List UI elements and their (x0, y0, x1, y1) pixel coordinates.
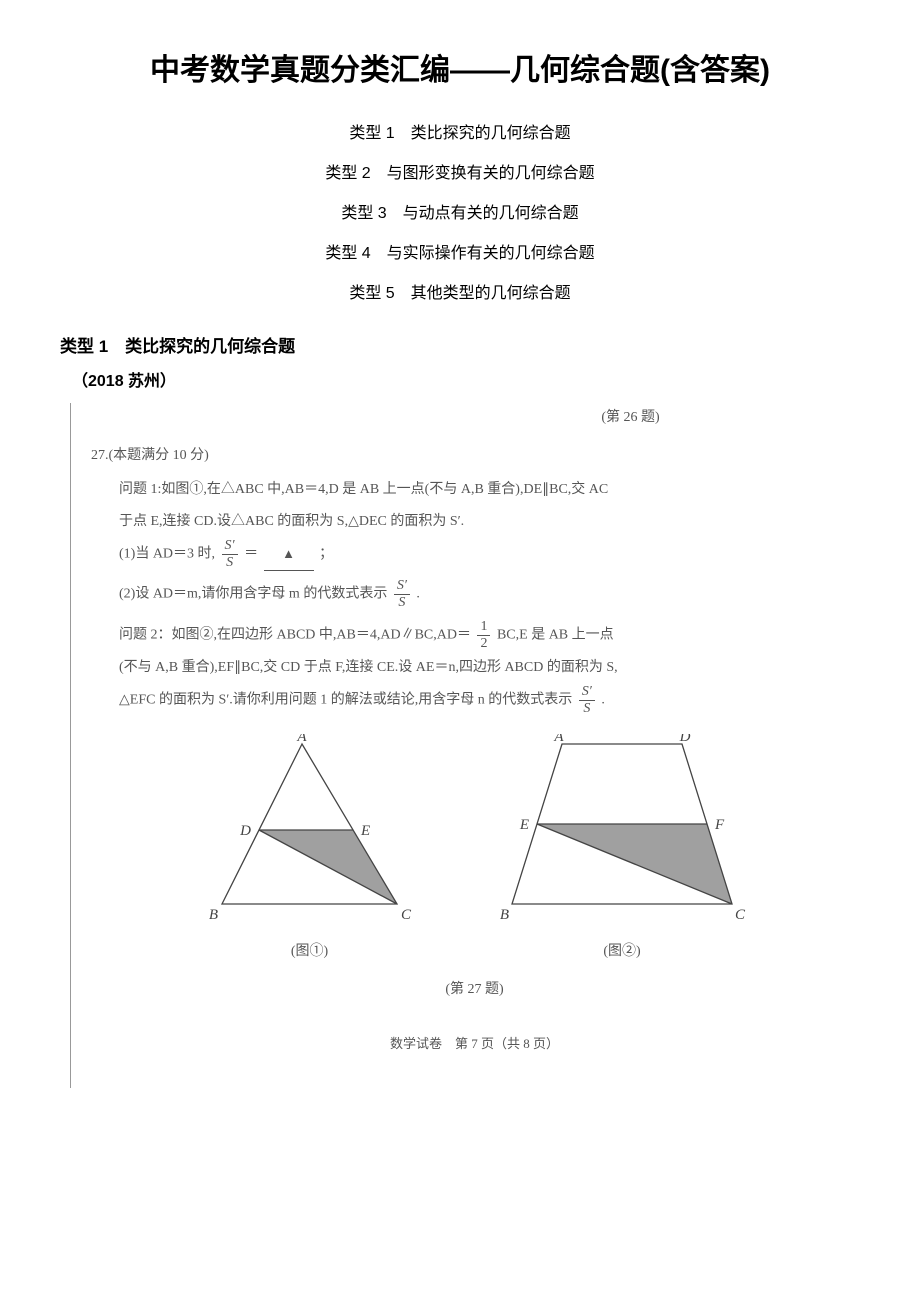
q1-sub1: (1)当 AD＝3 时, S′ S ＝ ▲ ； (119, 539, 830, 571)
type-item-4: 类型 4 与实际操作有关的几何综合题 (0, 234, 920, 274)
figure-1-svg: A B C D E (202, 734, 417, 919)
svg-text:D: D (679, 734, 691, 745)
q2-p3-frac: S′ S (579, 685, 595, 716)
q2-line3: △EFC 的面积为 S′.请你利用问题 1 的解法或结论,用含字母 n 的代数式… (119, 685, 830, 716)
type-item-1: 类型 1 类比探究的几何综合题 (0, 114, 920, 154)
figure-2-svg: A D B C E F (497, 734, 747, 919)
figure-1-col: A B C D E (图①) (202, 734, 417, 967)
type-item-5: 类型 5 其他类型的几何综合题 (0, 274, 920, 314)
svg-text:A: A (553, 734, 564, 745)
period: . (416, 587, 420, 602)
section-title: 类型 1 类比探究的几何综合题 (0, 332, 920, 357)
prev-problem-caption: (第 26 题) (91, 403, 830, 433)
frac-num: 1 (477, 620, 490, 636)
q2-line1: 问题 2：如图②,在四边形 ABCD 中,AB＝4,AD∥BC,AD＝ 1 2 … (119, 620, 830, 651)
frac-den: S (579, 701, 595, 716)
figures-row: A B C D E (图①) A D B C E F (图②) (119, 734, 830, 967)
figure-2-col: A D B C E F (图②) (497, 734, 747, 967)
q2-frac-half: 1 2 (477, 620, 490, 651)
q2-p1-a: 问题 2：如图②,在四边形 ABCD 中,AB＝4,AD∥BC,AD＝ (119, 628, 471, 643)
svg-text:B: B (209, 907, 218, 919)
figure-1-caption: (图①) (202, 937, 417, 967)
blank-triangle: ▲ (282, 546, 295, 561)
type-list: 类型 1 类比探究的几何综合题 类型 2 与图形变换有关的几何综合题 类型 3 … (0, 114, 920, 314)
type-item-3: 类型 3 与动点有关的几何综合题 (0, 194, 920, 234)
q1-sub1-frac: S′ S (222, 539, 238, 570)
eq: ＝ (244, 547, 258, 562)
svg-text:A: A (296, 734, 307, 745)
frac-num: S′ (579, 685, 595, 701)
frac-num: S′ (222, 539, 238, 555)
q1-sub1-a: (1)当 AD＝3 时, (119, 547, 215, 562)
q1-line2: 于点 E,连接 CD.设△ABC 的面积为 S,△DEC 的面积为 S′. (119, 507, 830, 537)
page-title: 中考数学真题分类汇编——几何综合题(含答案) (0, 0, 920, 114)
frac-den: 2 (477, 636, 490, 651)
question-number: 27.(本题满分 10 分) (91, 441, 830, 471)
q1-p1: 问题 1:如图①,在△ABC 中,AB＝4,D 是 AB 上一点(不与 A,B … (119, 482, 608, 497)
problem-box: (第 26 题) 27.(本题满分 10 分) 问题 1:如图①,在△ABC 中… (70, 403, 860, 1088)
frac-den: S (222, 555, 238, 570)
semi: ； (319, 547, 333, 562)
svg-text:E: E (360, 823, 370, 839)
type-item-2: 类型 2 与图形变换有关的几何综合题 (0, 154, 920, 194)
svg-text:D: D (239, 823, 251, 839)
frac-den: S (394, 595, 410, 610)
main-caption: (第 27 题) (119, 975, 830, 1005)
year-label: （2018 苏州） (0, 367, 920, 391)
q1-sub2-frac: S′ S (394, 579, 410, 610)
page-footer: 数学试卷 第 7 页（共 8 页） (119, 1030, 830, 1058)
q1-sub2: (2)设 AD＝m,请你用含字母 m 的代数式表示 S′ S . (119, 579, 830, 610)
fill-blank: ▲ (264, 540, 314, 571)
svg-text:C: C (735, 907, 746, 919)
svg-text:C: C (401, 907, 412, 919)
period: . (601, 693, 605, 708)
figure-2-caption: (图②) (497, 937, 747, 967)
q1-sub2-a: (2)设 AD＝m,请你用含字母 m 的代数式表示 (119, 587, 387, 602)
svg-text:F: F (714, 817, 725, 833)
svg-text:B: B (500, 907, 509, 919)
q1-line1: 问题 1:如图①,在△ABC 中,AB＝4,D 是 AB 上一点(不与 A,B … (119, 475, 830, 505)
q2-line2: (不与 A,B 重合),EF∥BC,交 CD 于点 F,连接 CE.设 AE＝n… (119, 653, 830, 683)
frac-num: S′ (394, 579, 410, 595)
question-body: 问题 1:如图①,在△ABC 中,AB＝4,D 是 AB 上一点(不与 A,B … (91, 475, 830, 1057)
q2-p3-a: △EFC 的面积为 S′.请你利用问题 1 的解法或结论,用含字母 n 的代数式… (119, 693, 572, 708)
svg-text:E: E (519, 817, 529, 833)
q2-p1-b: BC,E 是 AB 上一点 (497, 628, 614, 643)
